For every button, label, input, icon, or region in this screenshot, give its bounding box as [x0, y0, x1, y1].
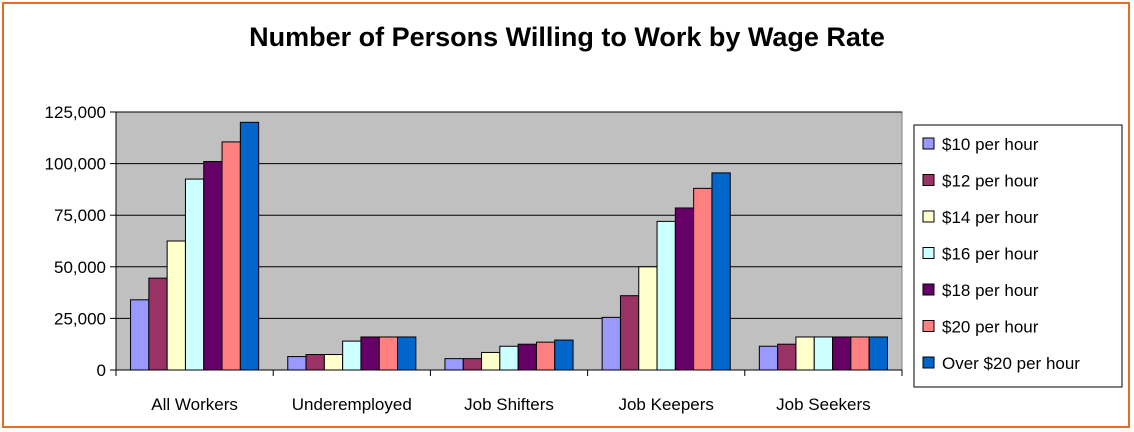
bars [130, 121, 888, 371]
legend-label: $16 per hour [942, 245, 1039, 264]
legend-label: $10 per hour [942, 135, 1039, 154]
bar [184, 178, 205, 371]
bar [462, 358, 483, 371]
x-tick-label: All Workers [151, 395, 238, 414]
x-axis-ticks: All Workers Underemployed Job Shifters Job … [115, 370, 903, 414]
bar [619, 295, 640, 371]
y-tick-label: 25,000 [54, 309, 106, 328]
bar [481, 351, 501, 371]
bar [360, 336, 380, 371]
y-tick-label: 75,000 [54, 206, 106, 225]
bar [832, 336, 852, 371]
bar [378, 336, 399, 371]
bar [517, 343, 537, 371]
legend-label: $20 per hour [942, 318, 1039, 337]
legend-swatch [922, 320, 935, 332]
bar [674, 207, 695, 371]
bar [166, 240, 186, 371]
bar [601, 316, 621, 371]
bar [813, 336, 834, 371]
bar [554, 339, 574, 371]
bar [148, 277, 168, 371]
bar [342, 340, 362, 371]
legend-swatch [922, 137, 935, 150]
bar [305, 354, 325, 371]
legend-label: $18 per hour [942, 281, 1039, 300]
bar [203, 161, 223, 371]
x-tick-label: Underemployed [292, 395, 412, 414]
legend-swatch [922, 174, 935, 186]
bar [499, 345, 519, 371]
legend-swatch [922, 356, 935, 369]
y-axis-ticks: 0 25,000 50,000 75,000 100,000 125,000 [45, 103, 116, 380]
bar [130, 299, 150, 371]
legend: $10 per hour $12 per hour $14 per hour $16 … [913, 124, 1123, 388]
bar [711, 172, 731, 371]
bar [868, 336, 888, 371]
legend-box [913, 124, 1123, 388]
y-tick-label: 50,000 [54, 258, 106, 277]
bar [221, 141, 241, 371]
bar [693, 187, 713, 371]
bar [444, 358, 464, 371]
legend-swatch [922, 283, 935, 296]
y-tick-label: 125,000 [45, 103, 106, 122]
bar [777, 343, 797, 371]
legend-label: $14 per hour [942, 208, 1039, 227]
y-tick-label: 100,000 [45, 155, 106, 174]
x-tick-label: Job Shifters [464, 395, 554, 414]
x-tick-label: Job Keepers [618, 395, 713, 414]
bar [535, 341, 556, 371]
axes [115, 112, 902, 371]
bar [323, 354, 344, 371]
bar [638, 266, 658, 371]
bar [795, 336, 815, 371]
legend-label: Over $20 per hour [942, 354, 1080, 373]
chart-title: Number of Persons Willing to Work by Wag… [249, 22, 885, 52]
bar [656, 220, 676, 371]
bar [239, 121, 260, 371]
legend-swatch [922, 210, 935, 223]
y-tick-label: 0 [97, 361, 106, 380]
bar [397, 336, 417, 371]
x-tick-label: Job Seekers [776, 395, 871, 414]
bar [850, 336, 870, 371]
legend-swatch [922, 247, 935, 259]
bar [758, 345, 779, 371]
legend-label: $12 per hour [942, 172, 1039, 191]
bar [287, 356, 307, 371]
